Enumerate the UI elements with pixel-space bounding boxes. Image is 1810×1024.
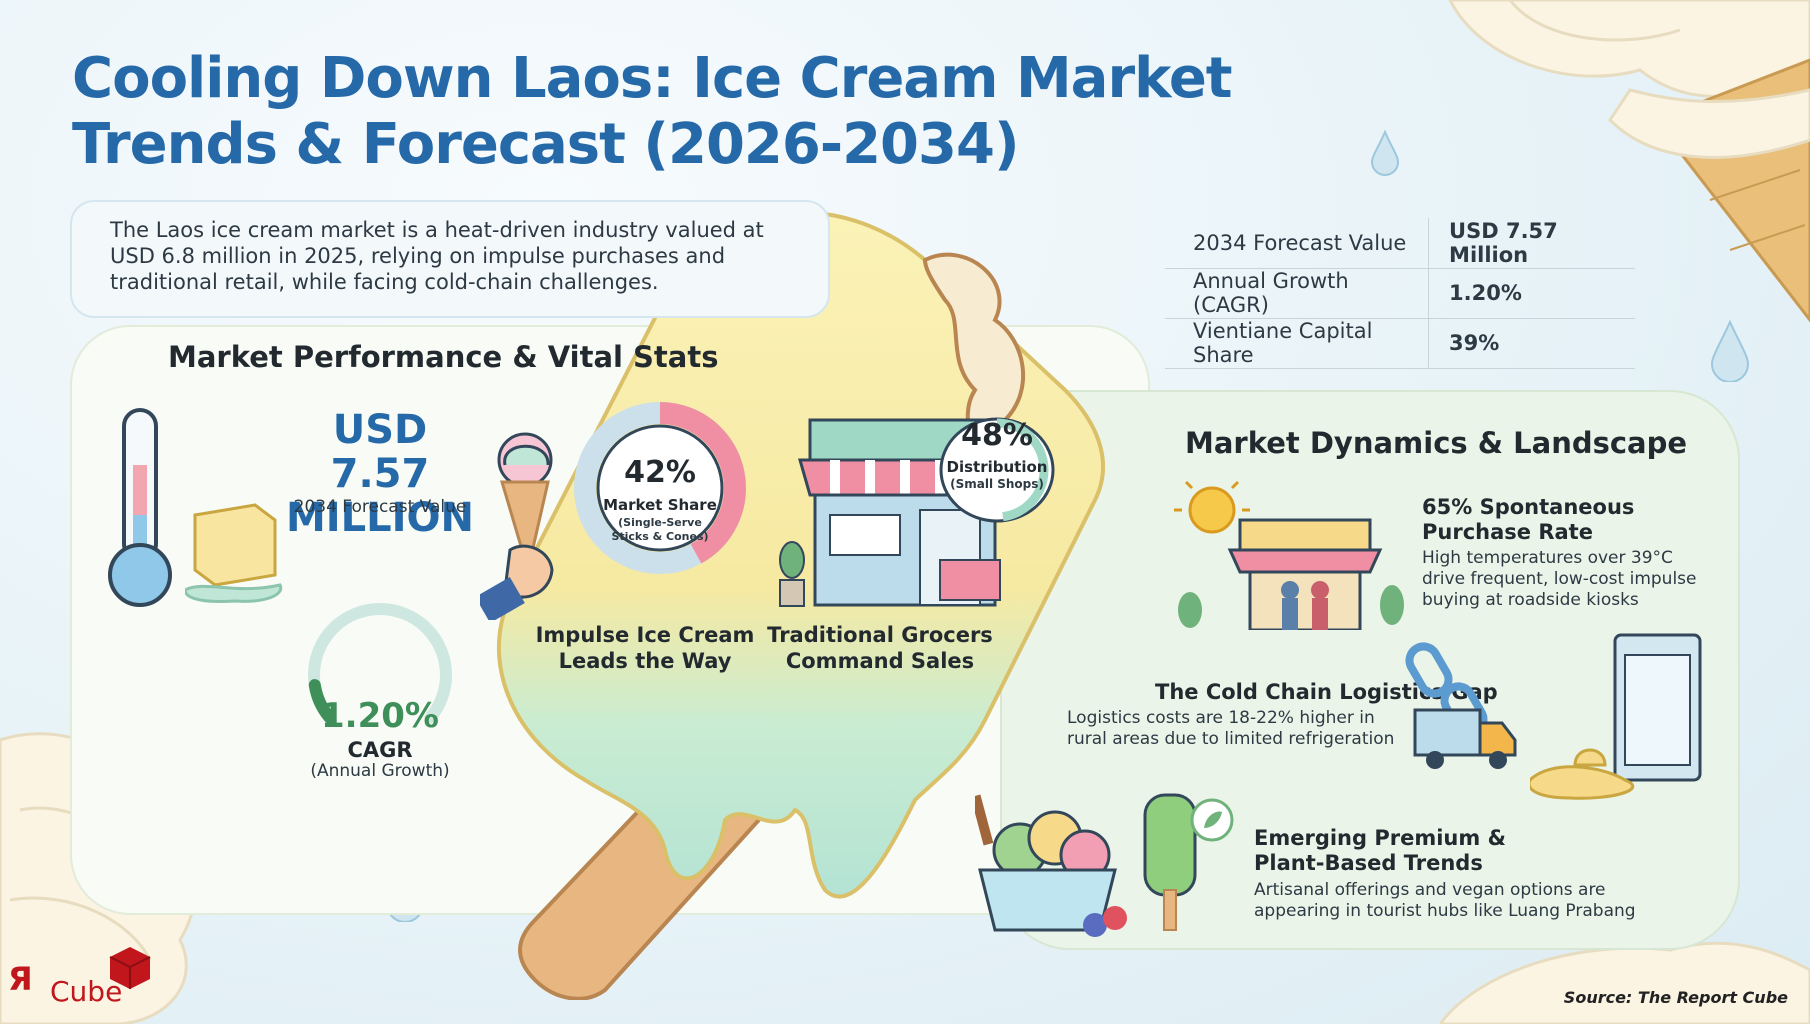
page-title: Cooling Down Laos: Ice Cream Market Tren… (72, 46, 1233, 177)
stats-table: 2034 Forecast Value USD 7.57 Million Ann… (1165, 218, 1635, 369)
cagr-sublabel: (Annual Growth) (310, 761, 450, 781)
dynamics-item-desc-line2: rural areas due to limited refrigeration (1067, 729, 1395, 749)
logo-text: Cube (50, 975, 123, 1008)
impulse-caption-line1: Impulse Ice Cream (535, 623, 755, 647)
table-row: 2034 Forecast Value USD 7.57 Million (1165, 218, 1635, 269)
dynamics-item-desc: Logistics costs are 18-22% higher in rur… (1067, 708, 1394, 750)
cagr-value: 1.20% (321, 696, 439, 736)
sun-icon (1188, 486, 1236, 534)
roadside-kiosk-illustration (1174, 480, 1404, 630)
dynamics-item-desc-line3: buying at roadside kiosks (1422, 590, 1639, 610)
grocers-caption: Traditional Grocers Command Sales (760, 622, 1000, 674)
impulse-share-value: 42% (624, 455, 696, 490)
soft-serve-cone-top-right (1448, 0, 1810, 323)
donut-segment-impulse (574, 402, 746, 574)
grocers-caption-line1: Traditional Grocers (767, 623, 993, 647)
forecast-value-line2: MILLION (285, 495, 475, 541)
grocers-caption-line2: Command Sales (785, 649, 975, 673)
dynamics-item-desc-line2: appearing in tourist hubs like Luang Pra… (1254, 901, 1636, 921)
plant-based-popsicle-icon (1143, 793, 1234, 931)
cagr-gauge-track (308, 603, 452, 724)
stat-value: 1.20% (1428, 268, 1635, 319)
potted-plant-icon (779, 541, 805, 607)
table-row: Vientiane Capital Share 39% (1165, 318, 1635, 369)
intro-box (70, 200, 830, 318)
cagr-gauge-fill (308, 679, 336, 724)
thermometer-icon (108, 408, 172, 607)
red-cube-logo-icon (109, 947, 151, 989)
stat-label: 2034 Forecast Value (1165, 218, 1429, 269)
table-row: Annual Growth (CAGR) 1.20% (1165, 268, 1635, 319)
forecast-value-line1: USD 7.57 (330, 407, 430, 497)
dynamics-item-title: 65% Spontaneous Purchase Rate (1422, 495, 1634, 545)
dynamics-item-desc-line1: High temperatures over 39°C (1422, 548, 1673, 568)
gelato-bowl-icon (975, 794, 1127, 937)
stat-value: USD 7.57 Million (1428, 218, 1635, 269)
dynamics-item-desc-line2: drive frequent, low-cost impulse (1422, 569, 1697, 589)
impulse-share-label: Market Share (603, 496, 717, 514)
distribution-badge (939, 417, 1055, 523)
melting-ice-cube-icon (185, 503, 283, 603)
cagr-gauge (308, 603, 452, 724)
hand-holding-cone-icon (480, 432, 554, 620)
forecast-value: USD 7.57 MILLION (280, 408, 480, 540)
dynamics-item-desc-line1: Artisanal offerings and vegan options ar… (1254, 880, 1606, 900)
freezer-icon (1530, 633, 1702, 800)
intro-text: The Laos ice cream market is a heat-driv… (110, 218, 764, 294)
dynamics-item-title-line1: Emerging Premium & (1254, 826, 1506, 850)
distribution-sub: (Small Shops) (950, 477, 1044, 491)
cagr-label: CAGR (347, 738, 413, 762)
droplet-icon (1710, 320, 1750, 382)
delivery-truck-icon (1413, 708, 1517, 769)
impulse-share-sub: (Single-Serve Sticks & Cones) (611, 516, 709, 543)
distribution-label: Distribution (946, 458, 1048, 476)
dynamics-item-desc: High temperatures over 39°C drive freque… (1422, 548, 1696, 611)
dynamics-item-title-line1: 65% Spontaneous (1422, 495, 1635, 519)
impulse-share-donut (574, 402, 746, 574)
dynamics-item-desc-line1: Logistics costs are 18-22% higher in (1067, 708, 1375, 728)
dynamics-item-desc: Artisanal offerings and vegan options ar… (1254, 880, 1636, 922)
logo-mark: Я (8, 960, 33, 998)
impulse-caption-line2: Leads the Way (558, 649, 732, 673)
stat-label: Vientiane Capital Share (1165, 318, 1429, 369)
source-credit: Source: The Report Cube (1563, 988, 1788, 1007)
dynamics-heading: Market Dynamics & Landscape (1185, 426, 1688, 460)
forecast-label: 2034 Forecast Value (293, 497, 467, 517)
dynamics-item-title-line2: Plant-Based Trends (1254, 851, 1483, 875)
impulse-caption: Impulse Ice Cream Leads the Way (530, 622, 760, 674)
dynamics-item-title-line2: Purchase Rate (1422, 520, 1593, 544)
distribution-value: 48% (961, 418, 1033, 453)
distribution-arc (996, 418, 1049, 522)
stat-value: 39% (1428, 318, 1635, 369)
dynamics-item-title: Emerging Premium & Plant-Based Trends (1254, 826, 1506, 876)
stat-label: Annual Growth (CAGR) (1165, 268, 1429, 319)
droplet-icon (1370, 130, 1400, 176)
performance-heading: Market Performance & Vital Stats (168, 340, 719, 374)
